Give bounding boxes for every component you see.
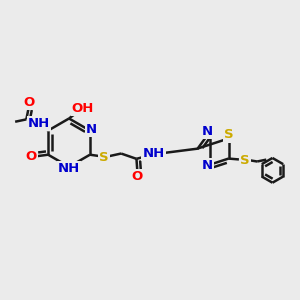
Text: NH: NH: [58, 162, 80, 175]
Text: S: S: [224, 128, 234, 142]
Text: OH: OH: [72, 102, 94, 115]
Text: O: O: [26, 150, 37, 163]
Text: O: O: [23, 96, 34, 109]
Text: N: N: [202, 159, 213, 172]
Text: NH: NH: [28, 117, 50, 130]
Text: NH: NH: [142, 147, 165, 160]
Text: S: S: [240, 154, 250, 167]
Text: O: O: [132, 170, 143, 183]
Text: N: N: [86, 123, 97, 136]
Text: S: S: [99, 151, 109, 164]
Text: N: N: [202, 124, 213, 138]
